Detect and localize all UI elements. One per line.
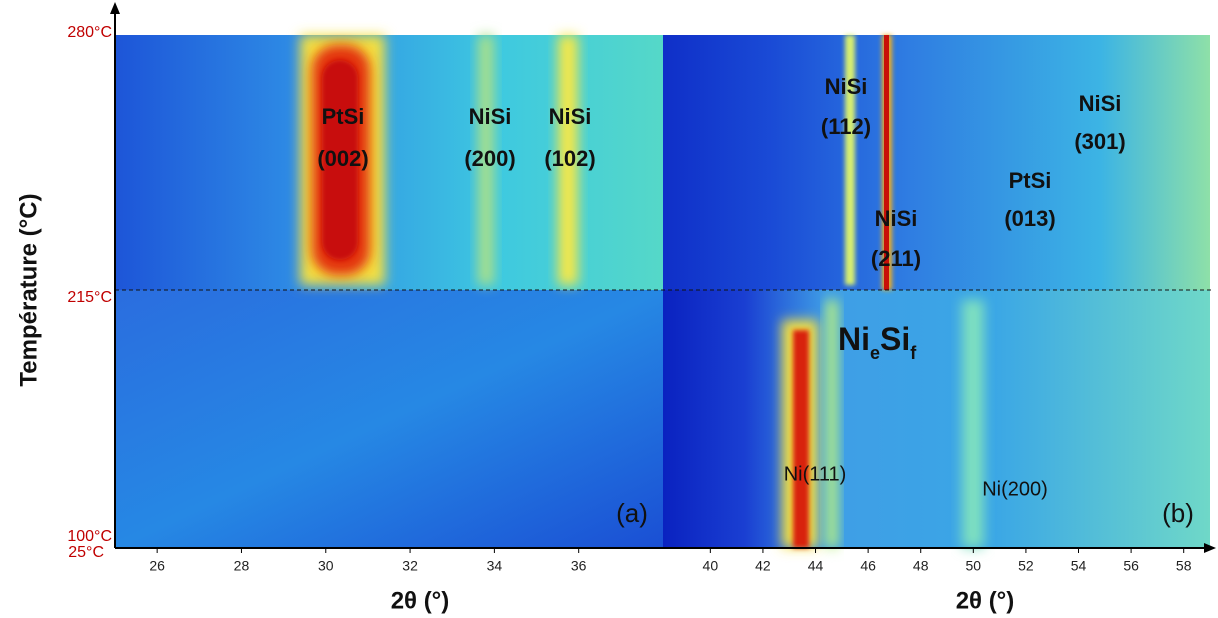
peak-label: (211) [871, 246, 921, 271]
x-tick-label: 28 [234, 558, 250, 574]
peak-label: NiSi [875, 206, 918, 231]
phase-part: Si [880, 321, 910, 357]
y-arrow [110, 2, 120, 14]
y-axis-title: Température (°C) [15, 193, 42, 386]
temperature-label: 25°C [68, 544, 104, 561]
x-tick-label: 26 [149, 558, 165, 574]
x-tick-label: 56 [1123, 558, 1139, 574]
heatmap-a [115, 35, 663, 548]
peak-label: (112) [821, 114, 871, 139]
x-tick-label: 36 [571, 558, 587, 574]
phase-part: f [910, 343, 917, 363]
peak-label: NiSi [1079, 91, 1122, 116]
x-tick-label: 40 [703, 558, 719, 574]
panel-label: (b) [1162, 498, 1194, 528]
x-axis-title: 2θ (°) [956, 587, 1015, 614]
peak-label: (002) [317, 146, 368, 171]
panel-label: (a) [616, 498, 648, 528]
peak-label: (301) [1074, 129, 1125, 154]
peak-label: (013) [1004, 206, 1055, 231]
peak-label: NiSi [469, 104, 512, 129]
x-tick-label: 54 [1071, 558, 1087, 574]
peak-label: NiSi [549, 104, 592, 129]
x-tick-label: 46 [860, 558, 876, 574]
heatmap-b [663, 35, 1210, 548]
peak-label: PtSi [1009, 168, 1052, 193]
peak-label: PtSi [322, 104, 365, 129]
phase-label: NieSif [838, 321, 917, 362]
peak-label: Ni(200) [982, 478, 1048, 500]
x-tick-label: 30 [318, 558, 334, 574]
phase-part: Ni [838, 321, 870, 357]
temperature-label: 100°C [67, 528, 112, 545]
peak-label: (102) [544, 146, 595, 171]
peak-label: NiSi [825, 74, 868, 99]
x-tick-label: 52 [1018, 558, 1034, 574]
x-axis-title: 2θ (°) [391, 587, 450, 614]
x-tick-label: 42 [755, 558, 771, 574]
x-tick-label: 32 [402, 558, 418, 574]
phase-part: e [870, 343, 880, 363]
x-tick-label: 44 [808, 558, 824, 574]
temperature-label: 280°C [67, 24, 112, 41]
peak-label: (200) [464, 146, 515, 171]
x-tick-label: 50 [966, 558, 982, 574]
x-tick-label: 58 [1176, 558, 1192, 574]
x-arrow [1204, 543, 1216, 553]
x-tick-label: 34 [487, 558, 503, 574]
x-tick-label: 48 [913, 558, 929, 574]
temperature-label: 215°C [67, 289, 112, 306]
peak-label: Ni(111) [784, 463, 847, 485]
